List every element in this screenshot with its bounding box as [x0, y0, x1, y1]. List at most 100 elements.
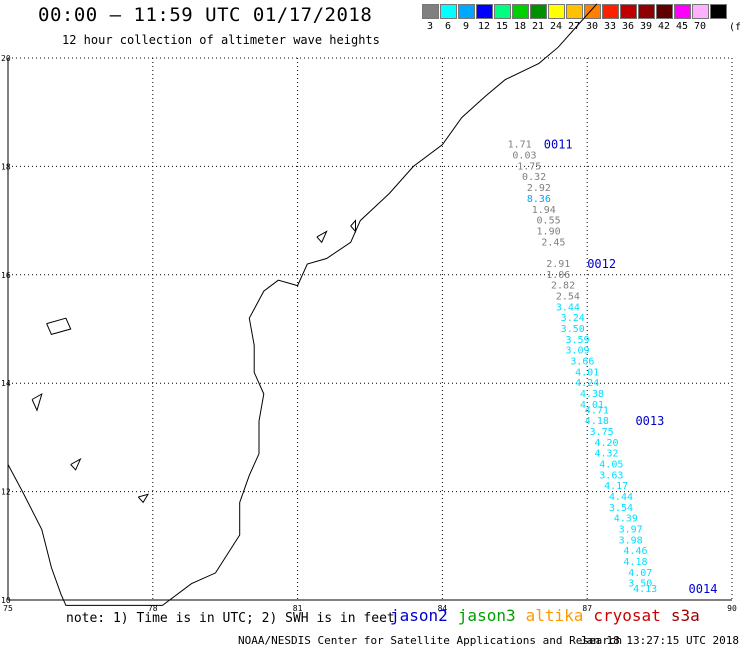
- legend-item: 39: [637, 4, 655, 32]
- x-tick-label: 78: [148, 604, 158, 613]
- wave-height-value: 1.06: [546, 270, 570, 281]
- y-tick-label: 12: [1, 488, 11, 497]
- legend-swatch: [439, 4, 457, 19]
- island: [316, 230, 328, 244]
- legend-swatch: [637, 4, 655, 19]
- wave-height-value: 1.90: [537, 226, 561, 237]
- legend-label: 6: [444, 21, 452, 32]
- orbit-label: 0011: [544, 138, 573, 152]
- satellite-jason2: jason2: [390, 606, 448, 625]
- legend-item: 6: [439, 4, 457, 32]
- legend-label: 12: [477, 21, 491, 32]
- wave-height-value: 3.59: [565, 335, 589, 346]
- legend-label: 70: [693, 21, 707, 32]
- wave-height-value: 4.71: [585, 405, 609, 416]
- wave-height-value: 4.01: [580, 400, 604, 411]
- page-title: 00:00 – 11:59 UTC 01/17/2018: [38, 4, 373, 26]
- legend-label: 3: [426, 21, 434, 32]
- satellite-s3a: s3a: [670, 606, 700, 625]
- legend-swatch: [655, 4, 673, 19]
- wave-height-value: 4.46: [623, 546, 647, 557]
- wave-height-value: 2.91: [546, 259, 570, 270]
- satellite-legend: jason2 jason3 altika cryosat s3a: [390, 606, 710, 625]
- y-tick-label: 10: [1, 596, 11, 605]
- legend-item: 42: [655, 4, 673, 32]
- legend-swatch: [673, 4, 691, 19]
- y-tick-label: 14: [1, 379, 11, 388]
- wave-height-value: 8.36: [527, 194, 551, 205]
- axis-ticks: 75 78 81 84 87 90 10 12 14 16 18 20: [1, 54, 737, 613]
- wave-height-value: 1.75: [517, 161, 541, 172]
- credit-text: NOAA/NESDIS Center for Satellite Applica…: [238, 634, 623, 647]
- wave-height-value: 4.05: [599, 460, 623, 471]
- satellite-altika: altika: [525, 606, 584, 625]
- y-tick-label: 18: [1, 162, 11, 171]
- legend-swatch: [583, 4, 601, 19]
- x-tick-label: 90: [727, 604, 737, 613]
- legend-swatch: [421, 4, 439, 19]
- wave-height-value: 4.39: [614, 514, 638, 525]
- wave-height-value: 3.50: [628, 579, 652, 590]
- legend-swatch: [601, 4, 619, 19]
- island: [137, 493, 150, 504]
- wave-height-value: 3.54: [609, 503, 633, 514]
- wave-height-value: 4.17: [604, 481, 628, 492]
- x-tick-label: 81: [293, 604, 303, 613]
- legend-label: 39: [639, 21, 653, 32]
- wave-height-value: 4.18: [623, 557, 647, 568]
- wave-height-value: 4.32: [594, 449, 618, 460]
- legend-label: 15: [495, 21, 509, 32]
- legend-swatch: [547, 4, 565, 19]
- legend-item: 24: [547, 4, 565, 32]
- legend-label: 33: [603, 21, 617, 32]
- orbit-label: 0014: [689, 582, 718, 596]
- legend-swatch: [619, 4, 637, 19]
- legend-swatch: [511, 4, 529, 19]
- legend-item: 15: [493, 4, 511, 32]
- legend-swatch: [529, 4, 547, 19]
- legend-item: 70: [691, 4, 709, 32]
- legend-swatch: [493, 4, 511, 19]
- legend-item: 36: [619, 4, 637, 32]
- legend-label: 18: [513, 21, 527, 32]
- x-tick-label: 75: [3, 604, 13, 613]
- wave-height-value: 4.20: [594, 438, 618, 449]
- orbit-label: 0013: [635, 414, 664, 428]
- legend-item: 27: [565, 4, 583, 32]
- satellite-cryosat: cryosat: [593, 606, 661, 625]
- wave-height-value: 3.44: [556, 302, 580, 313]
- timestamp-text: Jan 18 13:27:15 UTC 2018: [580, 634, 739, 647]
- legend-unit: (ft): [729, 22, 740, 33]
- wave-height-value: 0.55: [537, 216, 561, 227]
- wave-height-value: 3.50: [561, 324, 585, 335]
- wave-height-value: 4.38: [580, 389, 604, 400]
- wave-height-value: 2.92: [527, 183, 551, 194]
- wave-height-value: 0.03: [512, 151, 536, 162]
- coastline: [7, 3, 598, 606]
- x-tick-label: 84: [438, 604, 448, 613]
- wave-height-value: 3.66: [570, 357, 594, 368]
- wave-height-value: 4.44: [609, 492, 633, 503]
- legend-swatch: [709, 4, 727, 19]
- wave-height-value: 4.01: [575, 367, 599, 378]
- note-text: note: 1) Time is in UTC; 2) SWH is in fe…: [66, 611, 395, 626]
- orbit-labels: 0011 0012 0013 0014: [544, 138, 718, 596]
- island: [31, 392, 43, 412]
- island: [46, 317, 72, 335]
- wave-height-value: 1.94: [532, 205, 556, 216]
- legend-item: 9: [457, 4, 475, 32]
- page-subtitle: 12 hour collection of altimeter wave hei…: [62, 33, 380, 47]
- y-tick-label: 16: [1, 271, 11, 280]
- wave-height-value: 4.24: [575, 378, 599, 389]
- legend-label: 45: [675, 21, 689, 32]
- legend-label: 21: [531, 21, 545, 32]
- y-tick-label: 20: [1, 54, 11, 63]
- wave-height-value: 3.98: [619, 535, 643, 546]
- legend-label: 27: [567, 21, 581, 32]
- wave-height-value: 3.24: [561, 313, 585, 324]
- legend-item: 33: [601, 4, 619, 32]
- legend-label: 24: [549, 21, 563, 32]
- wave-height-value: 2.54: [556, 291, 580, 302]
